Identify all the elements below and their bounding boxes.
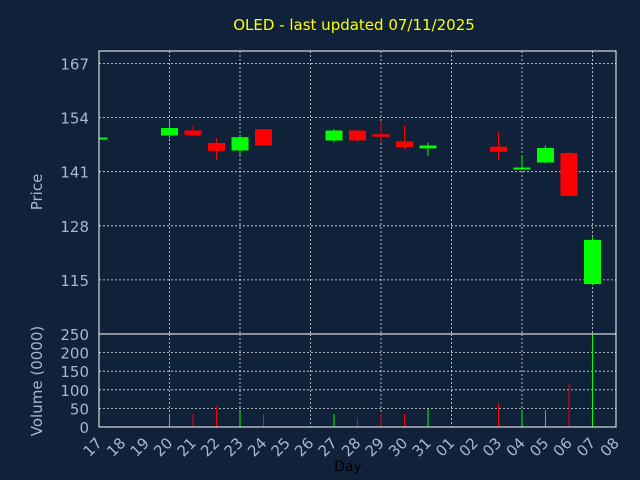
candle — [396, 125, 413, 149]
x-tick-label: 06 — [550, 434, 576, 460]
candle — [208, 138, 225, 161]
x-tick-label: 18 — [103, 434, 129, 460]
candle — [372, 121, 390, 143]
candle-body — [99, 137, 108, 140]
x-tick-label: 02 — [456, 434, 482, 460]
candle — [513, 155, 531, 171]
x-tick-label: 24 — [244, 434, 270, 460]
x-tick-label: 30 — [385, 434, 411, 460]
candle-body — [208, 142, 225, 151]
price-gridlines — [98, 51, 616, 334]
x-tick-label: 31 — [409, 434, 435, 460]
x-tick-label: 23 — [221, 434, 247, 460]
x-tick-label: 20 — [150, 434, 176, 460]
volume-tick-label: 0 — [79, 419, 89, 437]
price-tick-label: 128 — [60, 218, 89, 236]
price-candles — [98, 119, 601, 285]
candle — [349, 129, 366, 143]
x-tick-label: 05 — [526, 434, 552, 460]
candle-body — [584, 239, 601, 285]
candle-body — [231, 137, 249, 151]
x-tick-label: 08 — [597, 434, 623, 460]
x-tick-label: 19 — [127, 434, 153, 460]
price-tick-label: 141 — [60, 164, 89, 182]
x-tick-label: 29 — [362, 434, 388, 460]
candle — [490, 132, 507, 161]
candle — [255, 129, 272, 146]
candle — [98, 137, 108, 140]
candle-body — [255, 129, 272, 146]
x-tick-label: 21 — [174, 434, 200, 460]
price-tick-label: 115 — [60, 272, 89, 290]
x-axis-label: Day — [334, 459, 362, 475]
candle — [419, 142, 437, 156]
candle — [231, 134, 249, 156]
x-tick-label: 04 — [503, 434, 529, 460]
volume-panel-frame — [98, 333, 617, 428]
x-tick-label: 28 — [338, 434, 364, 460]
volume-bars — [98, 334, 593, 427]
candle-body — [490, 146, 507, 152]
candle-body — [349, 130, 366, 141]
candle — [184, 125, 202, 137]
x-tick-label: 22 — [197, 434, 223, 460]
candle-body — [161, 127, 178, 136]
candle — [560, 151, 578, 197]
candle-body — [325, 130, 343, 141]
volume-tick-label: 200 — [60, 345, 89, 363]
volume-tick-label: 150 — [60, 363, 89, 381]
x-tick-labels: 1718192021222324252627282930310102030405… — [80, 434, 623, 460]
x-tick-label: 01 — [432, 434, 458, 460]
volume-gridlines — [98, 334, 616, 427]
volume-tick-label: 50 — [70, 400, 89, 418]
candle-body — [537, 147, 554, 163]
volume-axis-label: Volume (0000) — [28, 326, 46, 436]
candle-body — [184, 130, 202, 136]
x-tick-label: 17 — [80, 434, 106, 460]
candle-body — [372, 134, 390, 137]
chart-title: OLED - last updated 07/11/2025 — [233, 16, 475, 34]
candle — [325, 129, 343, 143]
candle-body — [513, 167, 531, 170]
candle — [161, 119, 178, 139]
x-tick-label: 25 — [268, 434, 294, 460]
price-panel-frame — [98, 50, 617, 335]
volume-tick-label: 250 — [60, 326, 89, 344]
price-axis-label: Price — [28, 174, 46, 211]
candle-body — [560, 152, 578, 196]
candle-body — [396, 141, 413, 148]
x-tick-label: 27 — [315, 434, 341, 460]
x-tick-label: 03 — [479, 434, 505, 460]
volume-tick-label: 100 — [60, 382, 89, 400]
price-tick-labels: 115 128 141 154 167 — [60, 55, 89, 289]
candle-body — [419, 145, 437, 149]
price-tick-label: 167 — [60, 55, 89, 73]
candle — [537, 145, 554, 164]
candle — [584, 237, 601, 285]
x-tick-label: 26 — [291, 434, 317, 460]
x-tick-label: 07 — [573, 434, 599, 460]
price-tick-label: 154 — [60, 110, 89, 128]
